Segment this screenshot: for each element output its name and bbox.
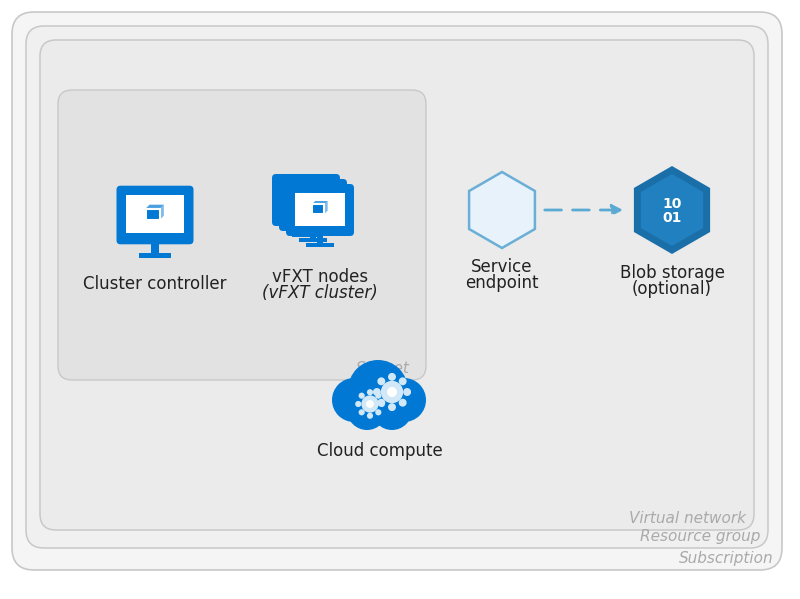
Polygon shape <box>305 199 318 209</box>
Bar <box>139 253 170 258</box>
Polygon shape <box>634 166 710 254</box>
Circle shape <box>382 378 426 422</box>
Polygon shape <box>160 205 164 220</box>
Polygon shape <box>310 191 314 204</box>
Circle shape <box>358 392 365 399</box>
Circle shape <box>403 388 411 396</box>
Circle shape <box>388 373 396 381</box>
Text: Virtual network: Virtual network <box>629 511 746 526</box>
Text: (optional): (optional) <box>632 280 712 298</box>
Circle shape <box>366 400 374 408</box>
Circle shape <box>367 389 373 395</box>
FancyBboxPatch shape <box>279 179 347 231</box>
Polygon shape <box>469 172 535 248</box>
FancyBboxPatch shape <box>58 90 426 380</box>
FancyBboxPatch shape <box>286 184 354 236</box>
Text: endpoint: endpoint <box>466 274 538 292</box>
Text: Subnet: Subnet <box>356 361 410 376</box>
Text: vFXT nodes: vFXT nodes <box>272 268 368 286</box>
FancyBboxPatch shape <box>126 195 184 233</box>
Circle shape <box>378 377 386 385</box>
Polygon shape <box>312 201 328 204</box>
Text: Resource group: Resource group <box>640 529 760 544</box>
Text: Cluster controller: Cluster controller <box>83 275 226 293</box>
Polygon shape <box>298 191 314 195</box>
Polygon shape <box>146 208 160 220</box>
Circle shape <box>388 403 396 411</box>
Text: Subscription: Subscription <box>679 551 774 566</box>
Circle shape <box>375 409 382 415</box>
Circle shape <box>381 381 403 403</box>
Text: Cloud compute: Cloud compute <box>317 442 443 460</box>
Circle shape <box>348 360 408 420</box>
Polygon shape <box>312 204 324 214</box>
Bar <box>306 243 334 247</box>
Bar <box>293 233 319 237</box>
Text: 01: 01 <box>662 211 682 225</box>
Circle shape <box>378 401 385 407</box>
Bar <box>317 232 323 243</box>
Circle shape <box>355 401 362 407</box>
Text: Blob storage: Blob storage <box>619 264 725 282</box>
Circle shape <box>398 377 406 385</box>
FancyBboxPatch shape <box>288 188 338 220</box>
Polygon shape <box>305 196 321 199</box>
Circle shape <box>362 395 378 413</box>
Circle shape <box>387 387 397 397</box>
FancyBboxPatch shape <box>26 26 768 548</box>
Circle shape <box>398 399 406 407</box>
Circle shape <box>375 392 382 399</box>
Circle shape <box>367 413 373 419</box>
FancyBboxPatch shape <box>281 183 331 216</box>
Bar <box>299 238 326 242</box>
FancyBboxPatch shape <box>272 174 340 226</box>
Circle shape <box>372 390 412 430</box>
Text: (vFXT cluster): (vFXT cluster) <box>262 284 378 302</box>
FancyBboxPatch shape <box>12 12 782 570</box>
Text: Service: Service <box>471 258 533 276</box>
Polygon shape <box>298 195 310 204</box>
Polygon shape <box>641 174 703 246</box>
Circle shape <box>358 409 365 415</box>
Polygon shape <box>324 201 328 214</box>
Bar <box>302 222 309 233</box>
Bar <box>310 227 316 238</box>
Circle shape <box>373 388 381 396</box>
Bar <box>151 240 158 253</box>
FancyBboxPatch shape <box>294 193 346 226</box>
Polygon shape <box>318 196 321 209</box>
Circle shape <box>378 399 386 407</box>
FancyBboxPatch shape <box>40 40 754 530</box>
Circle shape <box>332 378 376 422</box>
Polygon shape <box>146 205 164 208</box>
FancyBboxPatch shape <box>117 186 194 244</box>
Text: 10: 10 <box>662 197 682 211</box>
Circle shape <box>347 390 387 430</box>
